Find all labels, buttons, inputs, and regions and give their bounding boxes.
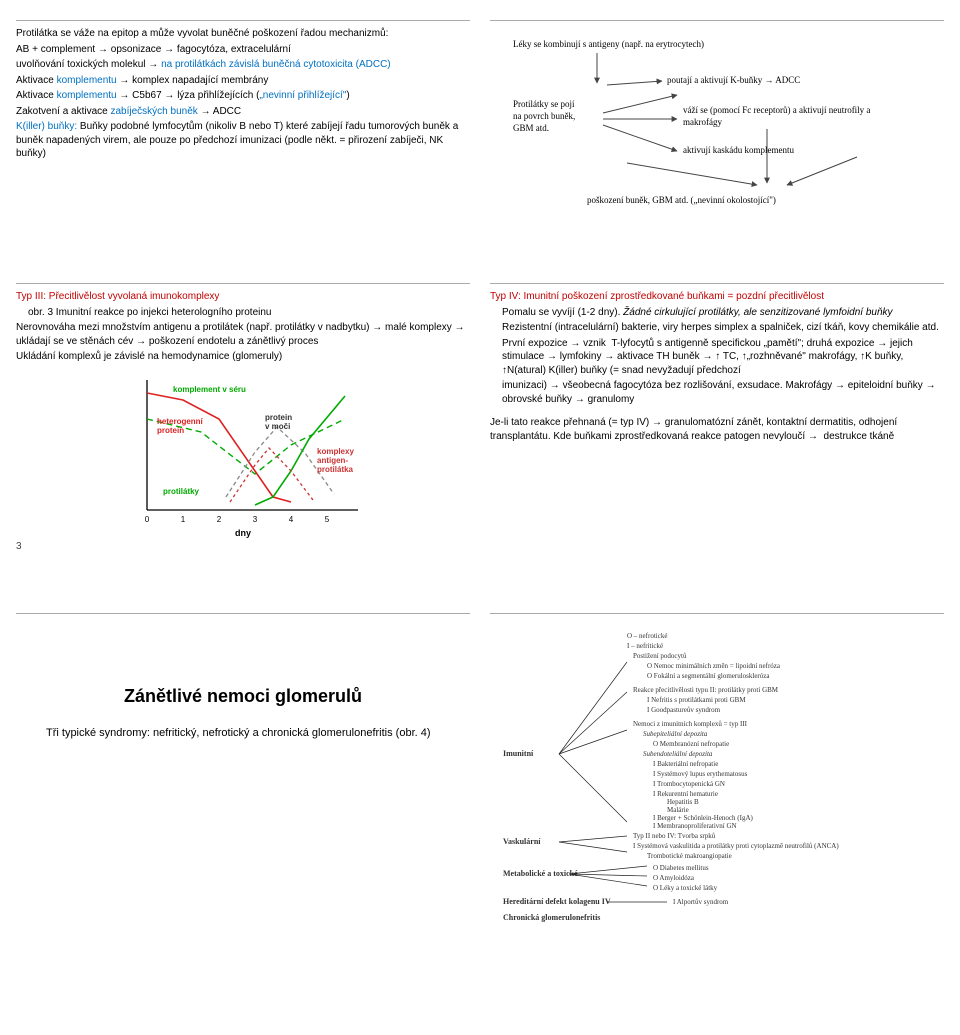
glomeruli-title: Zánětlivé nemoci glomerulů [16,684,470,708]
svg-text:Malárie: Malárie [667,806,689,814]
lbl-pvm2: v moči [265,422,290,431]
lbl-k3: protilátka [317,465,354,474]
typ3-title: Typ III: Přecitlivělost vyvolaná imunoko… [16,290,470,304]
p1-l1: Protilátka se váže na epitop a může vyvo… [16,27,470,41]
svg-text:4: 4 [289,515,294,524]
lbl-prot: protilátky [163,487,200,496]
svg-text:O Amyloidóza: O Amyloidóza [653,874,695,882]
svg-text:I Systémová vaskulitida a prot: I Systémová vaskulitida a protilátky pro… [633,842,839,850]
svg-text:Chronická glomerulonefritis: Chronická glomerulonefritis [503,913,600,922]
typ4-footer: Je-li tato reakce přehnaná (= typ IV) → … [490,416,944,443]
svg-text:1: 1 [181,515,186,524]
p1-l3: uvolňování toxických molekul → na protil… [16,58,470,72]
typ4-l1: Pomalu se vyvíjí (1-2 dny). Žádné cirkul… [502,306,944,320]
p1-l2: AB + complement → opsonizace → fagocytóz… [16,43,470,57]
svg-text:O Nemoc minimálních změn = lip: O Nemoc minimálních změn = lipoidní nefr… [647,662,781,670]
fig1-t3a: Protilátky se pojí [513,99,575,109]
svg-text:I Trombocytopenická GN: I Trombocytopenická GN [653,780,725,788]
glomeruli-sub: Tři typické syndromy: nefritický, nefrot… [46,726,470,741]
typ3-b1: obr. 3 Imunitní reakce po injekci hetero… [28,306,470,320]
p1-l4: Aktivace komplementu → komplex napadajíc… [16,74,470,88]
svg-text:Subepiteliální depozita: Subepiteliální depozita [643,730,708,738]
panel-bottom-right: O – nefrotické I – nefritické Imunitní V… [490,613,944,926]
svg-text:I Berger + Schönlein-Henoch (: I Berger + Schönlein-Henoch (IgA) [653,814,754,822]
p1-l6: Zakotvení a aktivace zabíječských buněk … [16,105,470,119]
immune-complex-chart: 0 1 2 3 4 5 dny k [113,370,373,540]
lbl-k1: komplexy [317,447,354,456]
typ3-b2: Nerovnováha mezi množstvím antigenu a pr… [16,321,470,348]
svg-text:O Diabetes mellitus: O Diabetes mellitus [653,864,709,872]
page-number: 3 [16,540,470,554]
fig1-t3b: na povrch buněk, [513,111,575,121]
fig1-t1: Léky se kombinují s antigeny (např. na e… [513,39,704,49]
fig1-t4a: váží se (pomocí Fc receptorů) a aktivují… [683,105,870,115]
svg-text:I – nefritické: I – nefritické [627,642,663,650]
svg-text:Metabolické a toxické: Metabolické a toxické [503,869,578,878]
svg-text:Imunitní: Imunitní [503,749,534,758]
svg-text:I Systémový lupus erythematos: I Systémový lupus erythematosus [653,770,748,778]
svg-text:0: 0 [145,515,150,524]
svg-text:Subendoteliální depozita: Subendoteliální depozita [643,750,713,758]
fig1-t2: poutají a aktivují K-buňky → ADCC [667,75,800,85]
lbl-komplement: komplement v séru [173,385,246,394]
svg-text:Hepatitis B: Hepatitis B [667,798,699,806]
glomerular-classification-figure: O – nefrotické I – nefritické Imunitní V… [497,626,937,926]
panel-top-right: Léky se kombinují s antigeny (např. na e… [490,20,944,223]
svg-text:O – nefrotické: O – nefrotické [627,632,667,640]
p1-l5: Aktivace komplementu → C5b67 → lýza přih… [16,89,470,103]
typ4-title: Typ IV: Imunitní poškození zprostředkova… [490,290,944,304]
svg-text:I Alportův syndrom: I Alportův syndrom [673,898,729,906]
svg-text:O Léky a toxické látky: O Léky a toxické látky [653,884,718,892]
svg-text:Vaskulární: Vaskulární [503,837,541,846]
svg-text:Reakce přecitlivělosti typu II: Reakce přecitlivělosti typu II: protilát… [633,686,779,694]
lbl-het1: heterogenní [157,417,204,426]
adcc-schema-figure: Léky se kombinují s antigeny (např. na e… [507,33,927,223]
typ4-l4: imunizaci) → všeobecná fagocytóza bez ro… [502,379,944,406]
panel-mid-right: Typ IV: Imunitní poškození zprostředkova… [490,283,944,553]
panel-mid-left: Typ III: Přecitlivělost vyvolaná imunoko… [16,283,470,553]
panel-top-left: Protilátka se váže na epitop a může vyvo… [16,20,470,223]
lbl-k2: antigen- [317,456,348,465]
fig1-t5: aktivují kaskádu komplementu [683,145,794,155]
svg-text:I Goodpastureův syndrom: I Goodpastureův syndrom [647,706,721,714]
svg-text:I Rekurentní hematurie: I Rekurentní hematurie [653,790,718,798]
svg-text:Nemoci z imunitních komplexů =: Nemoci z imunitních komplexů = typ III [633,720,748,728]
lbl-pvm1: protein [265,413,292,422]
svg-text:O Fokální a segmentální glomer: O Fokální a segmentální glomeruloskleróz… [647,672,770,680]
svg-text:3: 3 [253,515,258,524]
xtick-group: 0 1 2 3 4 5 [145,515,330,524]
typ4-l3: První expozice → vznik T-lyfocytů s anti… [502,337,944,378]
typ4-l2: Rezistentní (intracelulární) bakterie, v… [502,321,944,335]
panel-bottom-left: Zánětlivé nemoci glomerulů Tři typické s… [16,613,470,926]
svg-text:O Membranózní nefropatie: O Membranózní nefropatie [653,740,729,748]
svg-text:Hereditární defekt kolagenu IV: Hereditární defekt kolagenu IV [503,897,611,906]
fig1-t4b: makrofágy [683,117,722,127]
svg-text:I Nefritis s protilátkami pro: I Nefritis s protilátkami proti GBM [647,696,746,704]
fig1-t6: poškození buněk, GBM atd. („nevinní okol… [587,195,776,205]
lbl-het2: protein [157,426,184,435]
svg-text:Postižení podocytů: Postižení podocytů [633,652,687,660]
svg-text:I Bakteriální nefropatie: I Bakteriální nefropatie [653,760,718,768]
typ3-b3: Ukládání komplexů je závislé na hemodyna… [16,350,470,364]
svg-text:2: 2 [217,515,222,524]
svg-text:5: 5 [325,515,330,524]
svg-text:Trombotické makroangiopatie: Trombotické makroangiopatie [647,852,732,860]
xlabel: dny [235,528,251,538]
fig1-t3c: GBM atd. [513,123,549,133]
svg-text:Typ II nebo IV: Tvorba srpků: Typ II nebo IV: Tvorba srpků [633,832,716,840]
p1-l7: K(iller) buňky: Buňky podobné lymfocytům… [16,120,470,161]
svg-text:I Membranoproliferativní GN: I Membranoproliferativní GN [653,822,737,830]
